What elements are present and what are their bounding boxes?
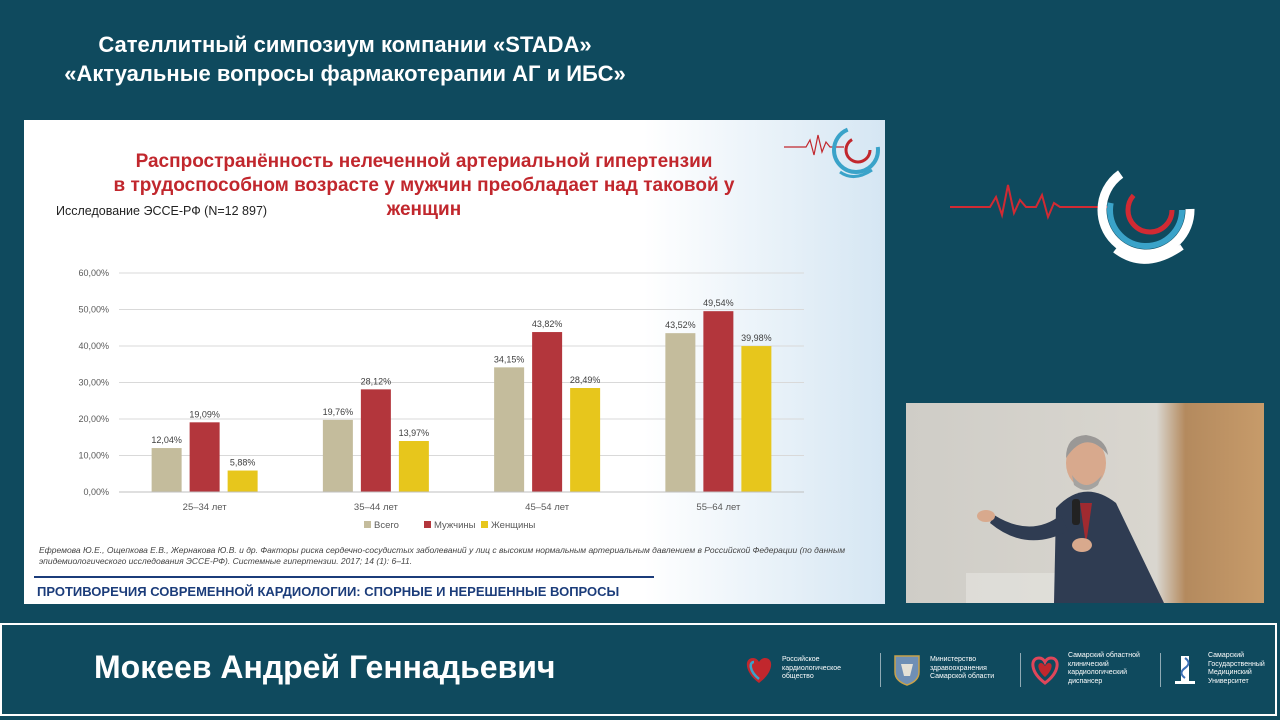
- legend-label: Всего: [374, 520, 399, 531]
- org-rko-label: Российское кардиологическое общество: [782, 656, 842, 681]
- header-line-2: «Актуальные вопросы фармакотерапии АГ и …: [64, 61, 626, 86]
- data-label: 5,88%: [230, 458, 256, 468]
- slide-title-line-3: женщин: [386, 199, 462, 220]
- data-label: 28,12%: [361, 376, 392, 386]
- bar: [703, 311, 734, 492]
- data-label: 39,98%: [741, 333, 772, 343]
- presentation-slide: Распространённость нелеченной артериальн…: [24, 120, 885, 604]
- cardio-emblem-icon: [784, 126, 880, 178]
- y-tick-label: 40,00%: [78, 341, 109, 351]
- symposium-header: Сателлитный симпозиум компании «STADA» «…: [0, 30, 690, 88]
- legend-swatch: [424, 521, 431, 528]
- bar: [189, 422, 220, 492]
- org-university: Самарский Государственный Медицинский Ун…: [1166, 649, 1280, 689]
- cardio-logo-icon: [950, 161, 1195, 264]
- footer-rule: [34, 576, 654, 578]
- bar: [532, 332, 563, 492]
- org-separator: [1020, 653, 1021, 687]
- bar: [360, 389, 391, 492]
- org-cardio-dispensary-label: Самарский областной клинический кардиоло…: [1068, 652, 1140, 685]
- bar: [665, 333, 696, 492]
- slide-title-line-1: Распространённость нелеченной артериальн…: [135, 151, 713, 172]
- slide-footer: ПРОТИВОРЕЧИЯ СОВРЕМЕННОЙ КАРДИОЛОГИИ: СП…: [37, 584, 620, 599]
- y-tick-label: 60,00%: [78, 268, 109, 278]
- bar: [494, 367, 525, 492]
- y-tick-label: 10,00%: [78, 451, 109, 461]
- x-tick-label: 35–44 лет: [354, 502, 399, 513]
- slide-title: Распространённость нелеченной артериальн…: [94, 150, 754, 222]
- data-label: 19,76%: [323, 407, 354, 417]
- org-minzdrav: Министерство здравоохранения Самарской о…: [888, 649, 1010, 689]
- data-label: 43,52%: [665, 320, 696, 330]
- slide-title-line-2: в трудоспособном возрасте у мужчин преоб…: [113, 175, 735, 196]
- x-tick-label: 45–54 лет: [525, 502, 570, 513]
- bar: [741, 346, 772, 492]
- university-emblem-icon: [1175, 656, 1195, 684]
- bar: [322, 419, 353, 492]
- org-minzdrav-label: Министерство здравоохранения Самарской о…: [930, 656, 995, 681]
- data-label: 43,82%: [532, 319, 563, 329]
- heart-logo-icon: [746, 658, 772, 683]
- bar: [570, 388, 601, 492]
- legend-label: Мужчины: [434, 520, 476, 531]
- data-label: 34,15%: [494, 354, 525, 364]
- org-separator: [1160, 653, 1161, 687]
- legend-swatch: [481, 521, 488, 528]
- data-label: 28,49%: [570, 375, 601, 385]
- org-cardio-dispensary: Самарский областной клинический кардиоло…: [1026, 649, 1148, 689]
- reference-text: Ефремова Ю.Е., Ощепкова Е.В., Жернакова …: [39, 545, 846, 566]
- org-university-label: Самарский Государственный Медицинский Ун…: [1208, 652, 1265, 685]
- x-tick-label: 55–64 лет: [696, 502, 741, 513]
- org-rko: Российское кардиологическое общество: [740, 649, 862, 689]
- legend-swatch: [364, 521, 371, 528]
- data-label: 19,09%: [189, 409, 220, 419]
- org-separator: [880, 653, 881, 687]
- data-label: 13,97%: [399, 428, 430, 438]
- bar: [151, 448, 182, 492]
- header-line-1: Сателлитный симпозиум компании «STADA»: [98, 32, 592, 57]
- speaker-name: Мокеев Андрей Геннадьевич: [94, 649, 556, 685]
- x-tick-label: 25–34 лет: [183, 502, 228, 513]
- bar-chart: 0,00% 10,00% 20,00% 30,00% 40,00% 50,00% 60,00…: [78, 268, 804, 531]
- data-label: 49,54%: [703, 298, 734, 308]
- study-label: Исследование ЭССЕ-РФ (N=12 897): [56, 204, 268, 218]
- coat-of-arms-icon: [894, 655, 920, 686]
- heart-outline-icon: [1031, 656, 1059, 685]
- bar: [398, 441, 429, 492]
- legend-label: Женщины: [491, 520, 536, 531]
- y-tick-label: 20,00%: [78, 414, 109, 424]
- y-tick-label: 0,00%: [83, 487, 109, 497]
- lower-third-banner: Мокеев Андрей Геннадьевич Российское кар…: [0, 623, 1277, 716]
- data-label: 12,04%: [151, 435, 182, 445]
- speaker-video: [906, 403, 1264, 603]
- bar: [227, 470, 258, 492]
- y-tick-label: 50,00%: [78, 305, 109, 315]
- y-tick-label: 30,00%: [78, 378, 109, 388]
- speaker-figure-icon: [966, 435, 1164, 603]
